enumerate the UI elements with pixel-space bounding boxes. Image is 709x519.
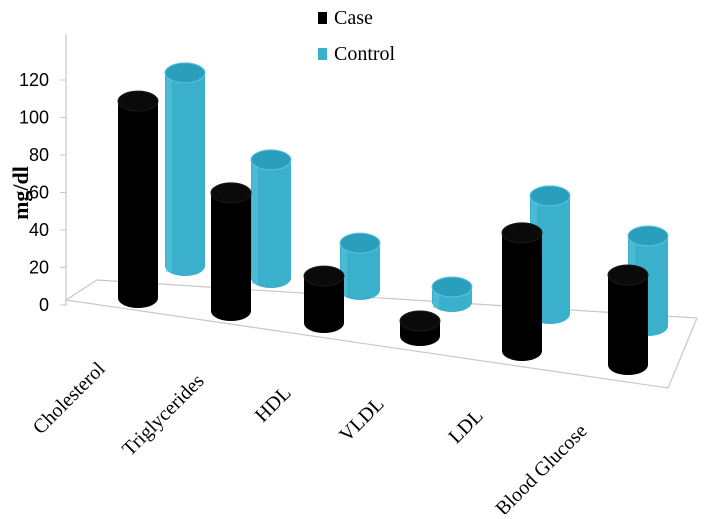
bar-case-blood-glucose xyxy=(607,264,649,375)
y-tick-label: 80 xyxy=(29,145,49,165)
bar-case-cholesterol-body xyxy=(118,101,158,308)
bar-case-blood-glucose-top xyxy=(607,264,649,286)
legend-swatch-control xyxy=(318,48,327,60)
legend-label-case: Case xyxy=(334,7,373,29)
bar-control-cholesterol-body xyxy=(165,72,205,276)
bar-control-ldl-top xyxy=(529,185,571,207)
y-tick-label: 60 xyxy=(29,183,49,203)
category-label: VLDL xyxy=(335,393,388,446)
bar-control-blood-glucose-top xyxy=(627,225,669,247)
bar-case-triglycerides-body xyxy=(211,192,251,321)
bar-control-triglycerides-top xyxy=(250,149,292,171)
category-label: Triglycerides xyxy=(118,370,209,461)
floor-plane xyxy=(64,279,698,389)
y-tick-label: 0 xyxy=(39,295,49,315)
bar-case-hdl-body xyxy=(304,276,344,333)
y-tick-label: 40 xyxy=(29,220,49,240)
bar-control-vldl xyxy=(431,276,473,312)
bar-control-cholesterol xyxy=(164,62,206,276)
bar-case-vldl xyxy=(399,310,441,346)
bar-case-triglycerides-top xyxy=(210,182,252,204)
bar-control-triglycerides-body xyxy=(251,159,291,288)
bar-control-hdl-top xyxy=(339,232,381,254)
legend-swatch-case xyxy=(318,12,327,24)
category-label: Cholesterol xyxy=(29,358,110,439)
bar-case-blood-glucose-body xyxy=(608,275,648,375)
y-axis-label: mg/dl xyxy=(8,166,33,220)
bar-case-triglycerides xyxy=(210,182,252,321)
bar-control-triglycerides xyxy=(250,149,292,288)
legend: Case Control xyxy=(318,7,396,65)
y-tick-label: 100 xyxy=(19,108,49,128)
category-label: Blood Glucose xyxy=(492,420,592,514)
chart-floor xyxy=(64,279,698,389)
bar-control-hdl xyxy=(339,232,381,300)
legend-label-control: Control xyxy=(334,43,396,65)
bar-case-ldl-body xyxy=(502,232,542,361)
bar-case-ldl xyxy=(501,222,543,361)
category-label: HDL xyxy=(251,382,296,427)
y-tick-label: 20 xyxy=(29,258,49,278)
y-tick-label: 120 xyxy=(19,70,49,90)
bar-case-vldl-top xyxy=(399,310,441,332)
bar-control-cholesterol-top xyxy=(164,62,206,84)
y-axis: 0 20 40 60 80 100 120 xyxy=(19,34,67,315)
bar-control-hdl-body xyxy=(340,243,380,300)
category-label: LDL xyxy=(444,405,487,448)
category-labels: Cholesterol Triglycerides HDL VLDL LDL Blood … xyxy=(29,358,592,519)
bars xyxy=(117,62,669,375)
bar-case-hdl xyxy=(303,265,345,333)
bar-case-ldl-top xyxy=(501,222,543,244)
bar-control-vldl-top xyxy=(431,276,473,298)
bar-case-cholesterol-top xyxy=(117,90,159,112)
bar-case-hdl-top xyxy=(303,265,345,287)
bar-case-cholesterol xyxy=(117,90,159,308)
